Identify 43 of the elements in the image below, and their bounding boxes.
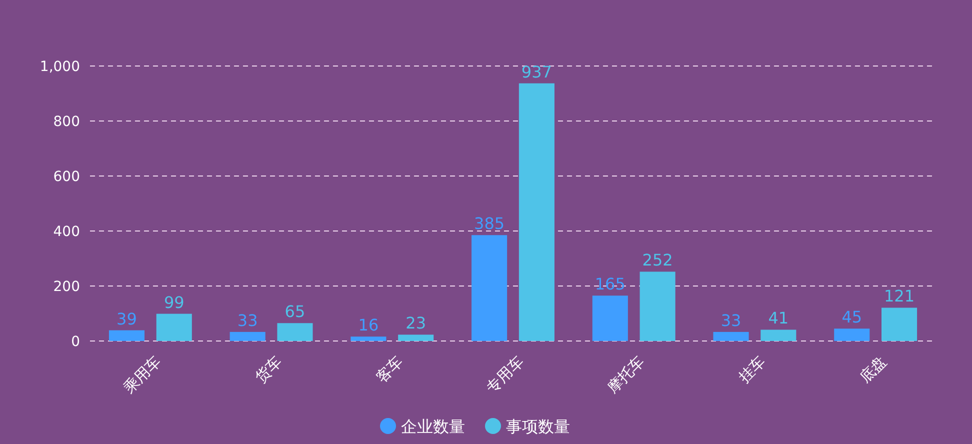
bar: [230, 332, 266, 341]
data-label: 16: [358, 316, 379, 335]
x-tick-label: 挂车: [735, 352, 769, 386]
bar: [108, 330, 145, 341]
bar: [713, 332, 749, 341]
data-label: 33: [720, 310, 742, 330]
data-label: 39: [116, 309, 137, 328]
data-label: 252: [642, 250, 673, 270]
x-tick-label: 客车: [372, 352, 406, 386]
bar: [350, 336, 386, 341]
y-tick-label: 400: [53, 224, 80, 240]
y-tick-label: 600: [53, 168, 80, 185]
x-tick-label: 乘用车: [120, 352, 165, 398]
y-tick-label: 200: [53, 278, 80, 295]
data-label: 33: [237, 310, 258, 330]
x-tick-label: 摩托车: [604, 352, 648, 398]
data-label: 121: [884, 286, 915, 306]
legend-label: 事项数量: [506, 417, 570, 436]
bar: [760, 330, 796, 341]
bar: [592, 296, 628, 341]
bar: [156, 314, 192, 341]
x-tick-label: 货车: [252, 352, 286, 386]
y-tick-label: 1,000: [40, 58, 80, 75]
data-label: 41: [768, 308, 789, 328]
bar: [472, 235, 508, 341]
data-label: 99: [164, 292, 184, 312]
y-tick-label: 800: [53, 114, 80, 130]
x-tick-label: 专用车: [482, 352, 528, 398]
data-label: 385: [474, 214, 505, 234]
data-label: 165: [594, 274, 626, 294]
data-label: 23: [406, 314, 426, 333]
data-label: 65: [284, 302, 306, 322]
y-tick-label: 0: [71, 334, 80, 350]
bar: [834, 328, 870, 341]
bar: [881, 308, 918, 341]
data-label: 937: [521, 62, 552, 82]
bar: [277, 323, 313, 341]
bar: [518, 83, 554, 341]
bar: [398, 334, 434, 341]
x-tick-label: 底盘: [856, 352, 890, 386]
bar: [640, 272, 676, 341]
data-label: 45: [842, 308, 862, 327]
legend-label: 企业数量: [401, 417, 465, 436]
